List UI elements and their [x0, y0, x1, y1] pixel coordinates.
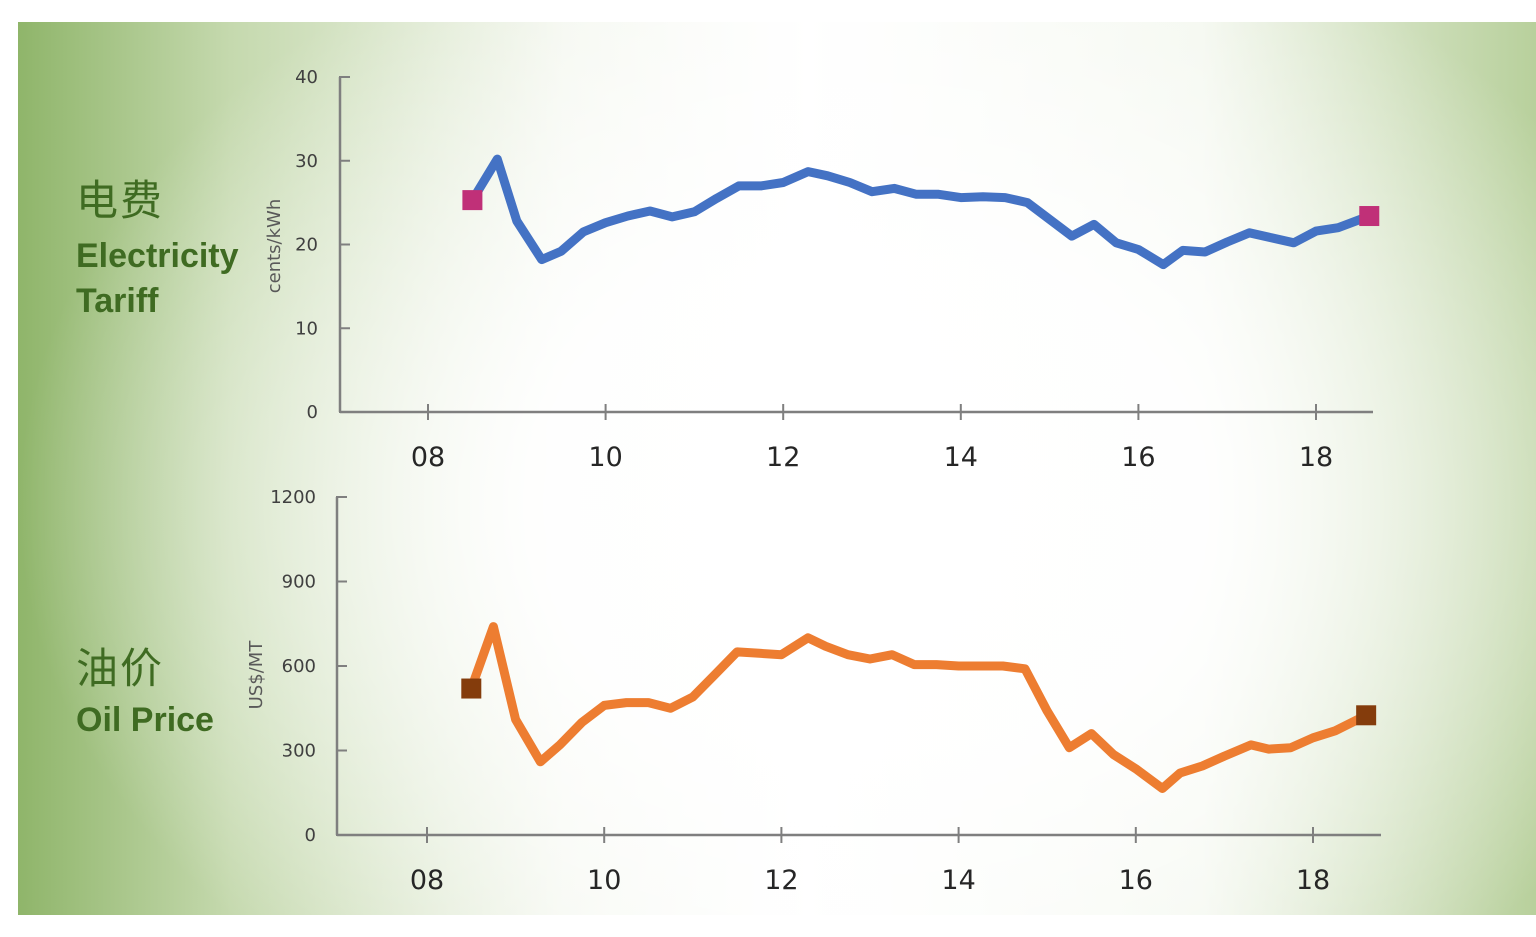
x-tick-label: 12 — [766, 442, 800, 473]
charts-canvas: 0 10 20 30 40 08 10 12 14 16 18 cents/kWh 0 300 600 900… — [246, 67, 1381, 896]
oil-cn-label: 油价 — [76, 645, 165, 692]
y-tick-label: 10 — [295, 318, 318, 339]
end-marker — [1359, 206, 1380, 227]
y-axis-title: US$/MT — [246, 640, 267, 710]
x-tick-label: 18 — [1299, 442, 1333, 473]
y-tick-label: 30 — [295, 151, 318, 172]
x-tick-label: 14 — [944, 442, 978, 473]
x-tick-label: 12 — [764, 865, 798, 896]
oil-en-label: Oil Price — [76, 701, 214, 739]
electricity-tariff-line — [467, 154, 1374, 270]
start-marker — [461, 678, 482, 699]
x-tick-label: 10 — [587, 865, 621, 896]
electricity-en-label-line2: Tariff — [76, 281, 159, 320]
electricity-cn-label: 电费 — [76, 177, 165, 224]
x-tick-label: 16 — [1119, 865, 1153, 896]
x-tick-label: 14 — [941, 865, 975, 896]
y-axis-title: cents/kWh — [264, 199, 285, 294]
y-tick-label: 20 — [295, 235, 318, 256]
y-tick-label: 600 — [282, 656, 316, 677]
x-tick-label: 18 — [1296, 865, 1330, 896]
oil-price-line — [466, 622, 1371, 793]
y-tick-label: 0 — [307, 402, 318, 423]
x-tick-label: 16 — [1121, 442, 1155, 473]
y-tick-label: 900 — [282, 572, 316, 593]
x-tick-label: 08 — [410, 865, 444, 896]
x-tick-label: 10 — [588, 442, 622, 473]
electricity-label: 电费 Electricity Tariff — [76, 180, 239, 324]
y-tick-label: 0 — [305, 825, 316, 846]
start-marker — [462, 190, 483, 211]
y-tick-label: 40 — [295, 67, 318, 88]
x-tick-label: 08 — [411, 442, 445, 473]
end-marker — [1356, 705, 1377, 726]
y-tick-label: 300 — [282, 741, 316, 762]
oil-label: 油价 Oil Price — [76, 648, 214, 743]
electricity-en-label-line1: Electricity — [76, 237, 239, 275]
y-tick-label: 1200 — [270, 487, 316, 508]
slide-background: 0 10 20 30 40 08 10 12 14 16 18 cents/kWh 0 300 600 900… — [18, 22, 1536, 915]
